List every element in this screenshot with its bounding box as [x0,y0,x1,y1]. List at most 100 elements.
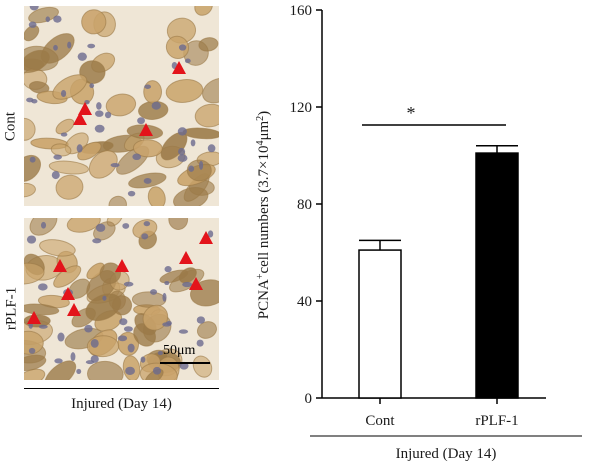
cell-nucleus [110,163,120,168]
cell-nucleus [38,324,48,329]
cell-nucleus [29,6,39,11]
cell-shape [143,80,163,104]
cell-nucleus [95,110,104,117]
cell-nucleus [188,165,195,172]
cell-shape [87,360,124,380]
cell-shape [165,79,204,103]
cell-nucleus [51,171,60,180]
cell-nucleus [190,139,196,147]
pcna-arrow-marker [61,287,75,300]
cell-nucleus [76,368,82,374]
cell-nucleus [28,347,36,354]
micrograph-rplf1 [24,218,219,380]
cell-nucleus [87,43,96,49]
row-label-cont: Cont [2,111,19,142]
cell-shape [186,159,212,182]
cell-shape [194,103,219,128]
cell-shape [198,37,219,52]
cell-nucleus [29,156,36,163]
y-tick-label: 80 [297,197,312,213]
y-axis-label: PCNA+cell numbers (3.7×104μm2) [255,111,273,319]
cell-shape [192,355,213,378]
cell-shape [24,117,36,141]
cell-shape [55,174,84,200]
pcna-arrow-marker [67,303,81,316]
cell-shape [81,9,107,35]
cell-shape [131,291,167,308]
cell-nucleus [164,266,172,273]
cell-nucleus [196,316,206,324]
cell-shape [202,77,219,104]
cell-nucleus [95,223,106,232]
cell-nucleus [53,15,62,23]
cell-nucleus [123,281,134,287]
cell-nucleus [177,154,188,162]
cell-nucleus [182,281,193,288]
cell-nucleus [132,153,142,161]
pcna-arrow-marker [179,251,193,264]
cell-shape [132,139,163,158]
cell-nucleus [76,144,83,153]
significance-marker: * [407,103,416,123]
cell-nucleus [141,233,149,240]
group-label: Injured (Day 14) [396,446,497,462]
cell-nucleus [127,190,136,197]
y-tick-label: 120 [290,100,313,116]
pcna-arrow-marker [73,112,87,125]
cell-nucleus [31,98,38,104]
cell-nucleus [60,89,67,97]
scale-bar [160,362,210,364]
cell-shape [24,354,47,372]
cell-shape [28,6,59,24]
cell-shape [39,239,76,257]
cell-nucleus [84,324,93,333]
scale-bar-label: 50μm [163,343,196,358]
cell-nucleus [123,326,133,332]
cell-nucleus [90,339,99,348]
cell-shape [99,262,122,285]
left-caption: Injured (Day 14) [71,396,172,412]
cell-nucleus [117,335,128,342]
bar-rplf1 [475,152,519,399]
cell-nucleus [207,144,216,153]
cell-nucleus [143,221,151,227]
pcna-arrow-marker [78,102,92,115]
cell-nucleus [26,235,37,244]
cell-nucleus [152,366,162,375]
cell-nucleus [53,154,62,160]
cell-nucleus [137,117,145,125]
cell-shape [168,218,189,230]
cell-nucleus [162,292,167,302]
cell-shape [105,93,137,117]
micrograph-cont-image [24,6,219,206]
y-tick-label: 40 [297,294,312,310]
cell-nucleus [54,358,63,364]
y-tick-label: 160 [290,3,313,19]
cell-nucleus [177,127,187,136]
cell-nucleus [199,160,204,170]
cell-nucleus [166,320,172,326]
cell-nucleus [28,21,37,28]
bar-cont [358,249,402,399]
cell-nucleus [207,230,214,238]
cell-shape [48,160,89,175]
cell-nucleus [104,111,112,119]
cell-nucleus [28,322,33,329]
micrograph-rplf1-image [24,218,219,380]
cell-shape [24,25,40,42]
cell-shape [24,330,44,355]
cell-shape [24,303,60,316]
cell-nucleus [85,360,95,365]
y-tick-label: 0 [305,391,313,407]
cell-nucleus [178,329,189,334]
cell-nucleus [119,318,128,326]
cell-nucleus [178,44,187,51]
pcna-arrow-marker [53,259,67,272]
cell-nucleus [70,352,76,362]
pcna-arrow-marker [199,231,213,244]
cell-nucleus [77,52,87,61]
pcna-arrow-marker [27,311,41,324]
cell-shape [24,45,59,72]
left-caption-rule [24,388,219,389]
cell-nucleus [144,84,152,89]
